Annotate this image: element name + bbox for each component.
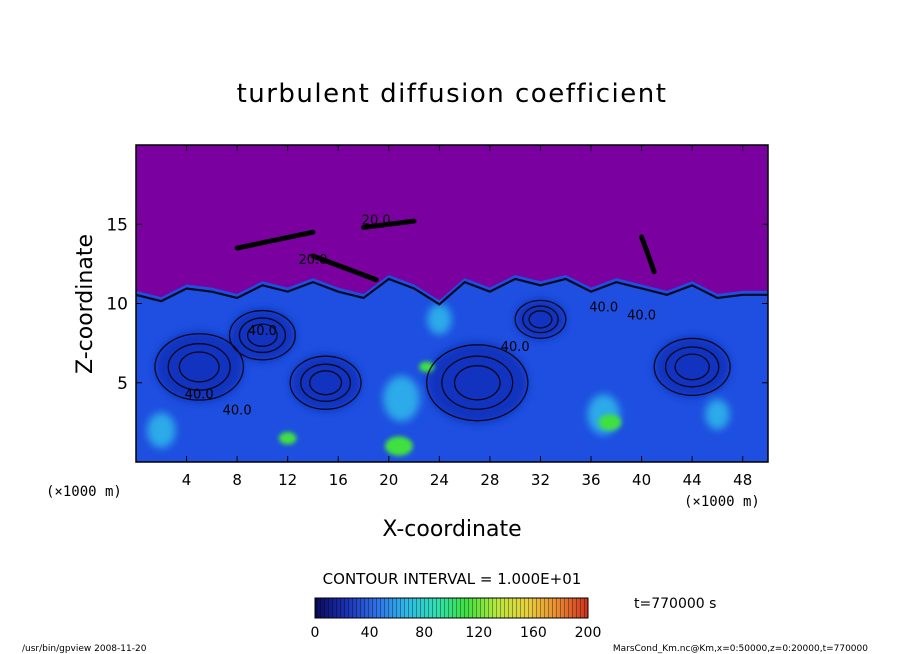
chart-title: turbulent diffusion coefficient	[237, 79, 668, 109]
contour-ring	[289, 355, 362, 410]
colorbar-stripes	[315, 598, 588, 618]
contour-ring	[664, 346, 720, 388]
green-blob	[598, 414, 622, 431]
cyan-blob	[147, 412, 176, 448]
plume-layer	[234, 218, 657, 283]
contour-label: 40.0	[185, 388, 214, 403]
blue-blob	[426, 342, 528, 424]
blob-layer	[147, 299, 731, 448]
colorbar-tick-label: 200	[575, 625, 602, 641]
x-tick-label: 32	[531, 471, 550, 489]
cyan-blob	[705, 399, 730, 430]
x-unit-right: (×1000 m)	[684, 494, 760, 510]
colorbar-tick-label: 80	[415, 625, 433, 641]
y-tick-label: 10	[106, 295, 128, 315]
contour-ring	[228, 309, 296, 361]
x-tick-label: 8	[232, 471, 242, 489]
green-blob	[278, 432, 297, 445]
x-tick-label: 20	[379, 471, 398, 489]
blue-blob	[515, 299, 566, 340]
y-axis-label: Z-coordinate	[73, 234, 98, 374]
green-layer	[278, 361, 622, 456]
contour-ring	[238, 317, 287, 354]
contour-ring	[653, 337, 731, 396]
contour-ring	[309, 370, 343, 396]
colorbar-tick-label: 120	[465, 625, 492, 641]
contour-ring	[246, 323, 278, 347]
interface-contour	[136, 277, 768, 306]
contour-ring	[522, 305, 559, 334]
x-tick-label: 36	[581, 471, 600, 489]
x-tick-label: 24	[430, 471, 449, 489]
cyan-blob	[383, 375, 420, 422]
y-tick-label: 5	[117, 374, 128, 394]
contour-labels: 40.0 40.0 40.0 40.0 40.0 20.0 20.0 40.0	[185, 213, 656, 418]
x-tick-label: 16	[329, 471, 348, 489]
x-tick-label: 40	[632, 471, 651, 489]
footer-right: MarsCond_Km.nc@Km,x=0:50000,z=0:20000,t=…	[613, 644, 868, 654]
y-axis-ticks: 5 10 15	[106, 215, 768, 394]
contour-label: 40.0	[589, 300, 618, 315]
contour-label: 20.0	[362, 213, 391, 228]
blue-blob	[654, 336, 731, 398]
contour-interval: CONTOUR INTERVAL = 1.000E+01	[323, 570, 582, 588]
contour-ring	[426, 344, 529, 422]
contour-ring	[441, 355, 514, 410]
blue-blob	[154, 331, 244, 403]
y-tick-label: 15	[106, 215, 128, 235]
contour-ring	[674, 353, 710, 381]
contour-ring	[167, 343, 231, 391]
plume	[310, 253, 379, 283]
x-axis-label: X-coordinate	[382, 517, 521, 542]
contour-ring	[154, 333, 245, 401]
contour-label: 40.0	[248, 324, 277, 339]
green-blob	[385, 436, 413, 456]
x-tick-label: 4	[182, 471, 192, 489]
contour-ring	[453, 365, 501, 401]
blue-blob	[229, 308, 296, 362]
colorbar-tick-label: 0	[311, 625, 320, 641]
colorbar-ticks: 0 40 80 120 160 200	[311, 625, 602, 641]
contour-ring	[514, 299, 567, 339]
x-unit-left: (×1000 m)	[46, 484, 122, 500]
contour-ring	[528, 310, 553, 329]
footer-left: /usr/bin/gpview 2008-11-20	[22, 644, 147, 654]
colorbar-tick-label: 160	[520, 625, 547, 641]
plume	[639, 234, 657, 275]
contour-ring	[300, 363, 352, 402]
colorbar-tick-label: 40	[361, 625, 379, 641]
contour-label: 20.0	[298, 253, 327, 268]
contour-label: 40.0	[501, 340, 530, 355]
plume	[234, 229, 316, 251]
contour-label: 40.0	[223, 403, 252, 418]
x-axis-ticks: 4 8 12 16 20 24 28 32 36 40 44 48	[182, 145, 752, 489]
contour-ring	[178, 351, 220, 383]
green-blob	[419, 361, 435, 373]
blue-blob	[290, 354, 361, 412]
x-tick-label: 28	[480, 471, 499, 489]
x-tick-label: 12	[278, 471, 297, 489]
contour-label: 40.0	[627, 308, 656, 323]
cyan-blob	[427, 304, 452, 335]
time-label: t=770000 s	[634, 596, 716, 612]
x-tick-label: 48	[733, 471, 752, 489]
plume	[361, 218, 417, 230]
x-tick-label: 44	[683, 471, 702, 489]
heatmap-field	[136, 145, 768, 462]
contour-lines	[136, 277, 768, 422]
